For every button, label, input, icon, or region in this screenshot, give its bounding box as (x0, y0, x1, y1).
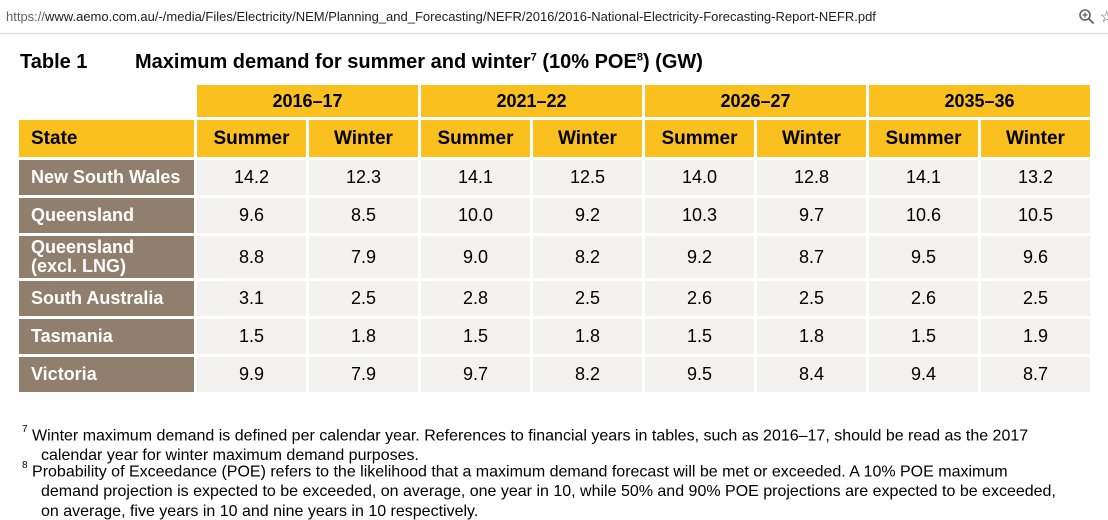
value-cell: 12.8 (757, 160, 866, 195)
pdf-page: Table 1 Maximum demand for summer and wi… (0, 34, 1108, 520)
footnote-mark: 8 (22, 460, 28, 471)
value-cell: 8.8 (197, 236, 306, 278)
value-cell: 1.8 (757, 319, 866, 354)
value-cell: 9.7 (757, 198, 866, 233)
value-cell: 8.7 (757, 236, 866, 278)
year-header-row: 2016–17 2021–22 2026–27 2035–36 (19, 85, 1090, 117)
season-header: Winter (757, 120, 866, 157)
footnote-7: 7 Winter maximum demand is defined per c… (22, 422, 1092, 466)
table-row: New South Wales 14.2 12.3 14.1 12.5 14.0… (19, 160, 1090, 195)
footnote-line: calendar year for winter maximum demand … (41, 447, 419, 465)
value-cell: 9.7 (421, 357, 530, 392)
value-cell: 10.0 (421, 198, 530, 233)
value-cell: 1.5 (869, 319, 978, 354)
star-icon[interactable]: ☆ (1099, 9, 1108, 26)
footnote-mark: 7 (22, 424, 28, 435)
value-cell: 14.1 (421, 160, 530, 195)
table-row: Victoria 9.9 7.9 9.7 8.2 9.5 8.4 9.4 8.7 (19, 357, 1090, 392)
value-cell: 13.2 (981, 160, 1090, 195)
value-cell: 2.5 (533, 281, 642, 316)
value-cell: 9.9 (197, 357, 306, 392)
value-cell: 10.6 (869, 198, 978, 233)
value-cell: 14.1 (869, 160, 978, 195)
state-label: South Australia (19, 281, 194, 316)
year-header: 2026–27 (645, 85, 866, 117)
value-cell: 1.9 (981, 319, 1090, 354)
value-cell: 9.5 (645, 357, 754, 392)
season-header: Summer (645, 120, 754, 157)
year-header: 2016–17 (197, 85, 418, 117)
value-cell: 1.8 (309, 319, 418, 354)
value-cell: 8.2 (533, 236, 642, 278)
table-row: Queensland 9.6 8.5 10.0 9.2 10.3 9.7 10.… (19, 198, 1090, 233)
value-cell: 1.5 (645, 319, 754, 354)
season-header: Summer (421, 120, 530, 157)
value-cell: 8.5 (309, 198, 418, 233)
value-cell: 9.6 (197, 198, 306, 233)
url-path: www.aemo.com.au/-/media/Files/Electricit… (45, 9, 876, 24)
value-cell: 9.2 (645, 236, 754, 278)
blank-corner (19, 85, 194, 117)
table-row: Queensland (excl. LNG) 8.8 7.9 9.0 8.2 9.… (19, 236, 1090, 278)
footnote-line: on average, five years in 10 and nine ye… (41, 503, 479, 520)
address-bar[interactable]: https://www.aemo.com.au/-/media/Files/El… (0, 0, 1108, 34)
url-scheme: https:// (6, 9, 46, 24)
value-cell: 9.5 (869, 236, 978, 278)
footnote-line: Probability of Exceedance (POE) refers t… (32, 463, 1008, 481)
magnifier-zoom-icon[interactable] (1078, 8, 1096, 26)
value-cell: 1.8 (533, 319, 642, 354)
season-header: Winter (309, 120, 418, 157)
value-cell: 2.5 (757, 281, 866, 316)
footnote-8: 8 Probability of Exceedance (POE) refers… (22, 458, 1092, 520)
year-header: 2021–22 (421, 85, 642, 117)
value-cell: 1.5 (421, 319, 530, 354)
value-cell: 8.7 (981, 357, 1090, 392)
value-cell: 2.5 (309, 281, 418, 316)
value-cell: 2.5 (981, 281, 1090, 316)
year-header: 2035–36 (869, 85, 1090, 117)
demand-table: 2016–17 2021–22 2026–27 2035–36 State Su… (16, 82, 1093, 395)
season-header: Winter (981, 120, 1090, 157)
value-cell: 2.6 (869, 281, 978, 316)
table-title: Maximum demand for summer and winter7 (1… (135, 51, 703, 73)
footnote-line: Winter maximum demand is defined per cal… (32, 427, 1029, 445)
value-cell: 10.3 (645, 198, 754, 233)
table-caption-label: Table 1 (20, 51, 88, 73)
value-cell: 2.8 (421, 281, 530, 316)
season-header: Summer (869, 120, 978, 157)
value-cell: 14.2 (197, 160, 306, 195)
footnote-line: demand projection is expected to be exce… (41, 483, 1056, 501)
value-cell: 7.9 (309, 357, 418, 392)
state-label: Queensland (excl. LNG) (19, 236, 194, 278)
url-text[interactable]: https://www.aemo.com.au/-/media/Files/El… (6, 9, 876, 24)
season-header: Winter (533, 120, 642, 157)
value-cell: 10.5 (981, 198, 1090, 233)
state-label: Victoria (19, 357, 194, 392)
value-cell: 9.2 (533, 198, 642, 233)
value-cell: 9.4 (869, 357, 978, 392)
value-cell: 1.5 (197, 319, 306, 354)
season-header-row: State Summer Winter Summer Winter Summer… (19, 120, 1090, 157)
table-row: South Australia 3.1 2.5 2.8 2.5 2.6 2.5 … (19, 281, 1090, 316)
table-row: Tasmania 1.5 1.8 1.5 1.8 1.5 1.8 1.5 1.9 (19, 319, 1090, 354)
state-label: Queensland (19, 198, 194, 233)
value-cell: 14.0 (645, 160, 754, 195)
value-cell: 12.3 (309, 160, 418, 195)
value-cell: 2.6 (645, 281, 754, 316)
value-cell: 7.9 (309, 236, 418, 278)
state-label: New South Wales (19, 160, 194, 195)
value-cell: 8.2 (533, 357, 642, 392)
value-cell: 9.0 (421, 236, 530, 278)
value-cell: 3.1 (197, 281, 306, 316)
state-column-header: State (19, 120, 194, 157)
season-header: Summer (197, 120, 306, 157)
value-cell: 12.5 (533, 160, 642, 195)
state-label: Tasmania (19, 319, 194, 354)
value-cell: 8.4 (757, 357, 866, 392)
value-cell: 9.6 (981, 236, 1090, 278)
